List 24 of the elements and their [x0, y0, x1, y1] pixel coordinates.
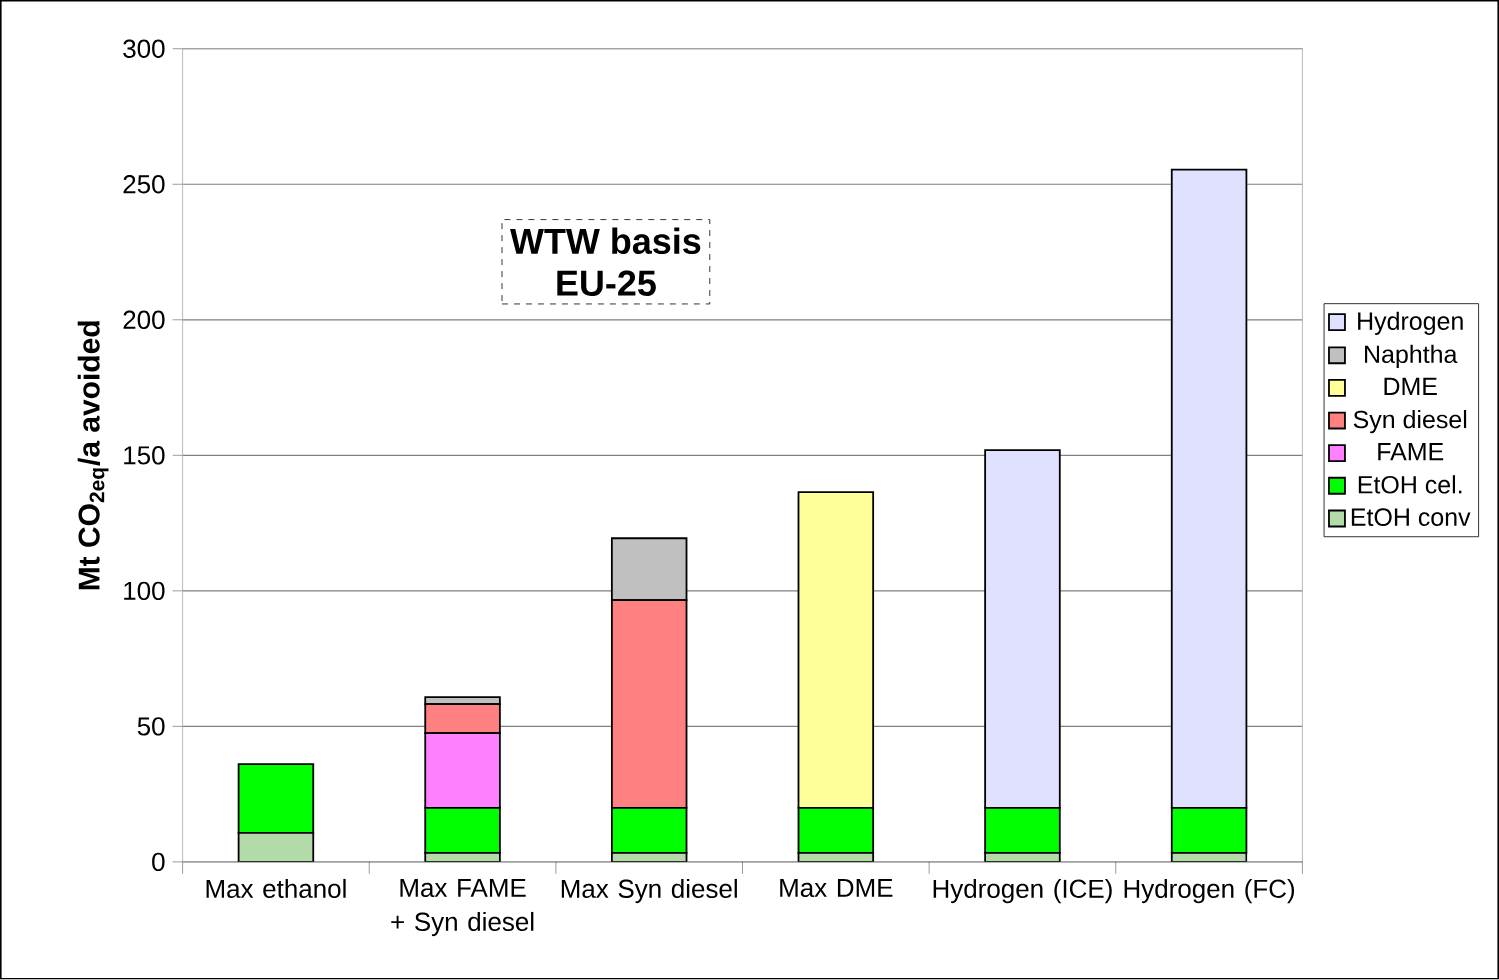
y-tick-label: 150: [124, 446, 165, 465]
y-tick-label: 0: [152, 852, 165, 872]
legend-label: EtOH cel.: [1358, 475, 1462, 494]
legend-label: Naphtha: [1365, 344, 1458, 369]
y-tick-label: 50: [137, 717, 165, 736]
legend-label: EtOH conv: [1351, 508, 1471, 527]
y-axis-title: Mt CO$_{2eq}$/a avoided: [77, 321, 109, 590]
annotation: EU-25: [557, 270, 656, 297]
x-tick-label: Max DME: [780, 879, 893, 898]
x-tick-label: Max Syn diesel: [561, 879, 737, 904]
y-tick-label: 300: [123, 39, 165, 59]
y-tick-label: 250: [123, 175, 165, 194]
x-tick-label: Hydrogen (FC): [1124, 879, 1295, 904]
legend-label: FAME: [1378, 443, 1444, 461]
y-tick-label: 200: [123, 310, 165, 330]
annotation: WTW basis: [510, 227, 701, 255]
bar: [237, 832, 315, 863]
x-tick-label: Max FAME + Syn diesel: [391, 879, 534, 937]
y-tick-label: 100: [124, 581, 165, 601]
x-tick-label: Max ethanol: [206, 879, 346, 899]
legend-label: Hydrogen: [1358, 311, 1463, 336]
legend-label: DME: [1384, 378, 1437, 396]
legend-label: Syn diesel: [1353, 410, 1467, 434]
x-tick-label: Hydrogen (ICE): [933, 879, 1112, 904]
